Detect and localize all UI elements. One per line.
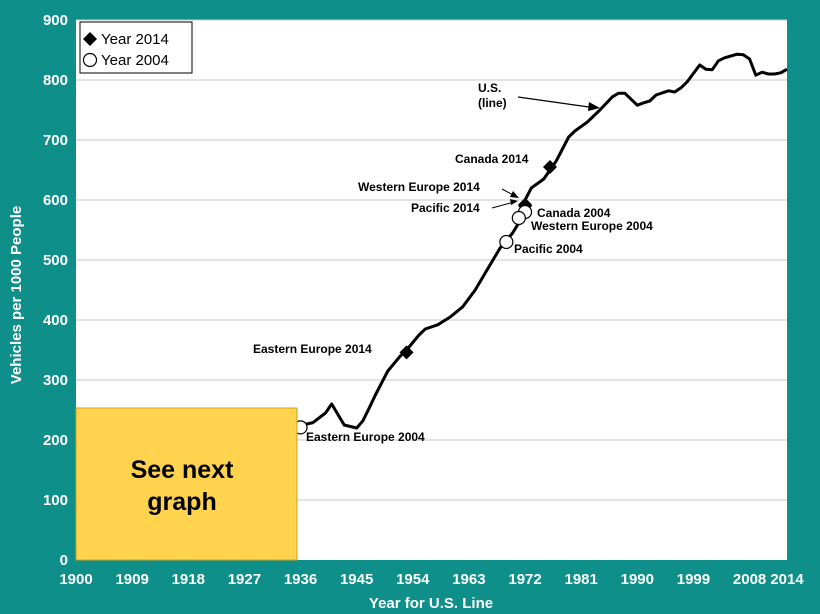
legend-item-2014: Year 2014 [101,31,169,48]
x-tick-label: 1909 [115,571,148,588]
pacific-2014-label: Pacific 2014 [411,201,480,215]
y-tick-label: 500 [43,252,68,269]
eastern-europe-2014-marker [399,345,414,360]
eastern-europe-2004-label: Eastern Europe 2004 [306,430,425,444]
y-tick-label: 900 [43,12,68,29]
y-tick-label: 800 [43,72,68,89]
pacific-2004-label: Pacific 2004 [514,242,583,256]
canada-2014-label: Canada 2014 [455,152,529,166]
x-tick-label: 1954 [396,571,430,588]
pacific-2004-marker [499,234,514,250]
pacific-2014-arrowhead [510,199,518,205]
note-box-line-2: graph [147,488,216,516]
y-tick-label: 700 [43,132,68,149]
x-tick-label: 1945 [340,571,373,588]
y-tick-label: 100 [43,492,68,509]
y-axis-ticks: 0 100 200 300 400 500 600 700 800 900 [43,12,68,569]
western-europe-2014-arrowhead [510,191,519,198]
x-tick-label: 1963 [452,571,485,588]
legend-diamond-icon [83,32,97,46]
us-line-arrowhead [588,102,600,111]
western-europe-2004-marker [511,210,526,226]
us-line-arrow [517,96,597,109]
note-box [75,407,298,561]
us-series-line [293,52,788,430]
legend-item-2004: Year 2004 [101,52,169,69]
y-tick-label: 600 [43,192,68,209]
x-tick-label: 1900 [59,571,92,588]
x-tick-label: 1981 [564,571,597,588]
x-tick-label: 1999 [677,571,710,588]
us-line-label-1: U.S. [478,81,501,95]
x-tick-label: 1918 [172,571,205,588]
pacific-2014-arrow [491,201,515,209]
y-tick-label: 300 [43,372,68,389]
x-tick-label: 2008 [733,571,766,588]
series-layer [293,52,788,430]
canada-2014-marker [543,160,557,174]
y-tick-label: 400 [43,312,68,329]
canada-2004-label: Canada 2004 [537,206,611,220]
y-axis-title: Vehicles per 1000 People [8,206,25,384]
legend-box [79,21,193,74]
x-tick-label: 1972 [508,571,541,588]
x-tick-label: 2014 [770,571,804,588]
eastern-europe-2014-label: Eastern Europe 2014 [253,342,372,356]
x-tick-label: 1990 [621,571,654,588]
x-axis-title: Year for U.S. Line [369,595,493,612]
markers-layer [293,160,557,435]
x-axis-ticks: 1900 1909 1918 1927 1936 1945 1954 1963 1972 1981… [59,571,804,588]
us-line-label-2: (line) [478,96,507,110]
legend-circle-icon [82,52,98,68]
legend: Year 2014 Year 2004 [79,21,193,74]
y-tick-label: 200 [43,432,68,449]
annotations: U.S. (line) Canada 2014 Western Europe 2… [253,81,653,444]
x-tick-label: 1936 [284,571,317,588]
y-tick-label: 0 [60,552,68,569]
x-tick-label: 1927 [228,571,261,588]
see-next-graph-box: See next graph [75,407,298,561]
note-box-line-1: See next [131,456,235,484]
western-europe-2004-label: Western Europe 2004 [531,219,653,233]
western-europe-2014-label: Western Europe 2014 [358,180,480,194]
